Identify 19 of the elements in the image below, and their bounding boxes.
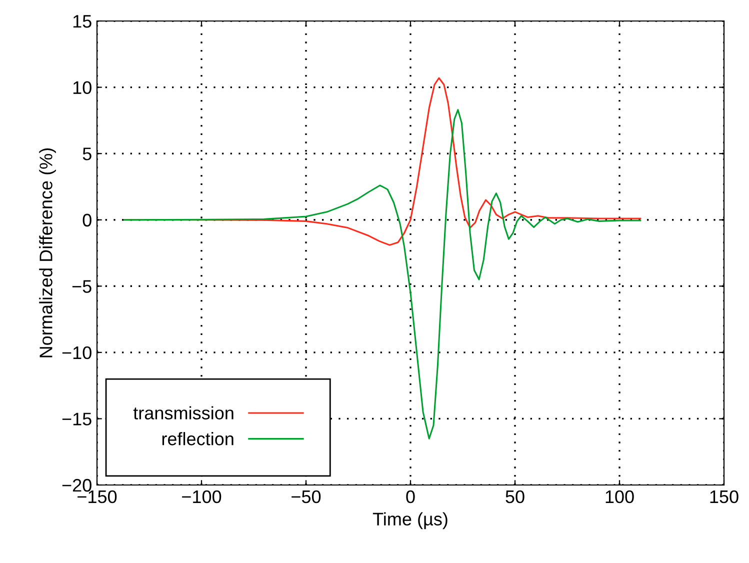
y-tick-label: −5	[72, 280, 92, 293]
x-tick-label: −50	[292, 490, 321, 504]
y-tick-label: 5	[82, 148, 92, 160]
x-tick-label: 50	[506, 490, 524, 504]
x-tick-label: −100	[182, 490, 222, 504]
x-tick-label: 100	[606, 490, 634, 504]
legend-label: transmission	[133, 406, 234, 420]
x-tick-label: 0	[406, 490, 415, 504]
y-tick-label: −10	[62, 346, 92, 360]
legend-label: reflection	[162, 432, 234, 446]
x-axis-title: Time (µs)	[372, 512, 448, 530]
x-tick-label: −150	[78, 490, 117, 504]
y-tick-label: 10	[73, 81, 92, 94]
y-tick-label: 0	[82, 214, 92, 227]
y-axis-title: Normalized Difference (%)	[39, 148, 56, 358]
x-tick-label: 150	[710, 490, 738, 504]
y-tick-label: −15	[62, 412, 92, 426]
y-tick-label: −20	[62, 478, 92, 492]
y-tick-label: 15	[73, 15, 92, 28]
